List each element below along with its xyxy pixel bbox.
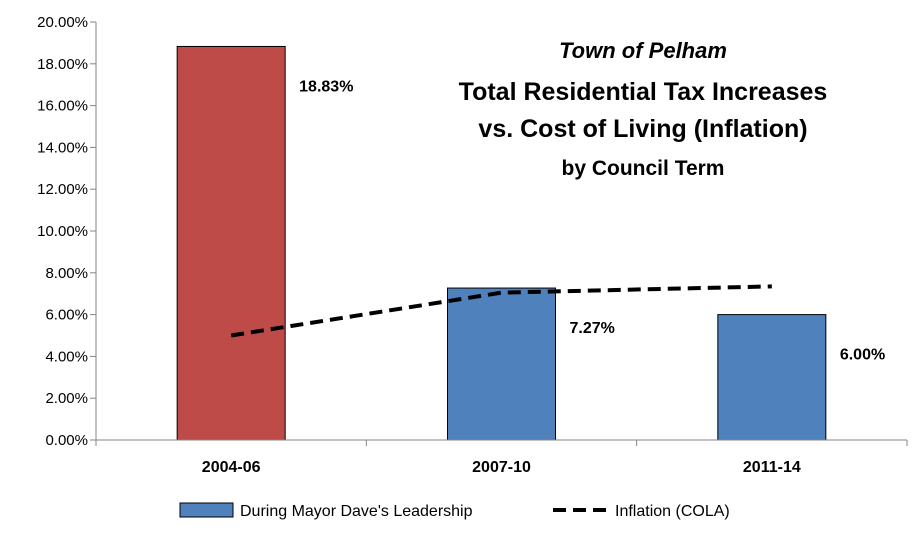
y-tick-label: 4.00% [45, 348, 88, 365]
y-tick-label: 16.00% [37, 98, 88, 115]
bar-data-label: 7.27% [570, 320, 615, 337]
x-axis-ticks [95, 440, 908, 446]
inflation-line [230, 284, 772, 338]
bar-data-label: 6.00% [840, 347, 885, 364]
title-main: Total Residential Tax Increases [459, 78, 828, 106]
bar [447, 287, 556, 441]
title-term: by Council Term [562, 157, 725, 180]
y-tick-label: 20.00% [37, 14, 88, 31]
y-axis-ticks: 0.00% 2.00% 4.00% 6.00% 8.00% 10.00% 12.00% 14.… [37, 14, 96, 449]
legend-label-bars: During Mayor Dave's Leadership [240, 503, 473, 520]
y-tick-label: 12.00% [37, 181, 88, 198]
category-label: 2004-06 [202, 459, 261, 476]
category-label: 2007-10 [472, 459, 531, 476]
y-tick-label: 10.00% [37, 223, 88, 240]
bar [717, 314, 827, 441]
category-labels: 2004-06 2007-10 2011-14 [202, 459, 801, 476]
bar-data-label: 18.83% [299, 78, 353, 95]
chart-title: Town of Pelham Total Residential Tax Inc… [459, 38, 828, 180]
y-tick-label: 8.00% [45, 265, 88, 282]
y-tick-label: 6.00% [45, 307, 88, 324]
y-tick-label: 2.00% [45, 390, 88, 407]
y-tick-label: 0.00% [45, 432, 88, 449]
legend: During Mayor Dave's Leadership Inflation… [179, 502, 730, 520]
y-tick-label: 14.00% [37, 139, 88, 156]
title-sub: vs. Cost of Living (Inflation) [478, 115, 807, 143]
data-labels: 18.83% 7.27% 6.00% [299, 78, 885, 363]
legend-swatch-bars [179, 502, 234, 518]
bars [176, 45, 827, 441]
title-town: Town of Pelham [559, 38, 727, 63]
y-tick-label: 18.00% [37, 56, 88, 73]
category-label: 2011-14 [743, 459, 801, 476]
legend-label-inflation: Inflation (COLA) [615, 503, 730, 520]
bar [176, 45, 286, 441]
